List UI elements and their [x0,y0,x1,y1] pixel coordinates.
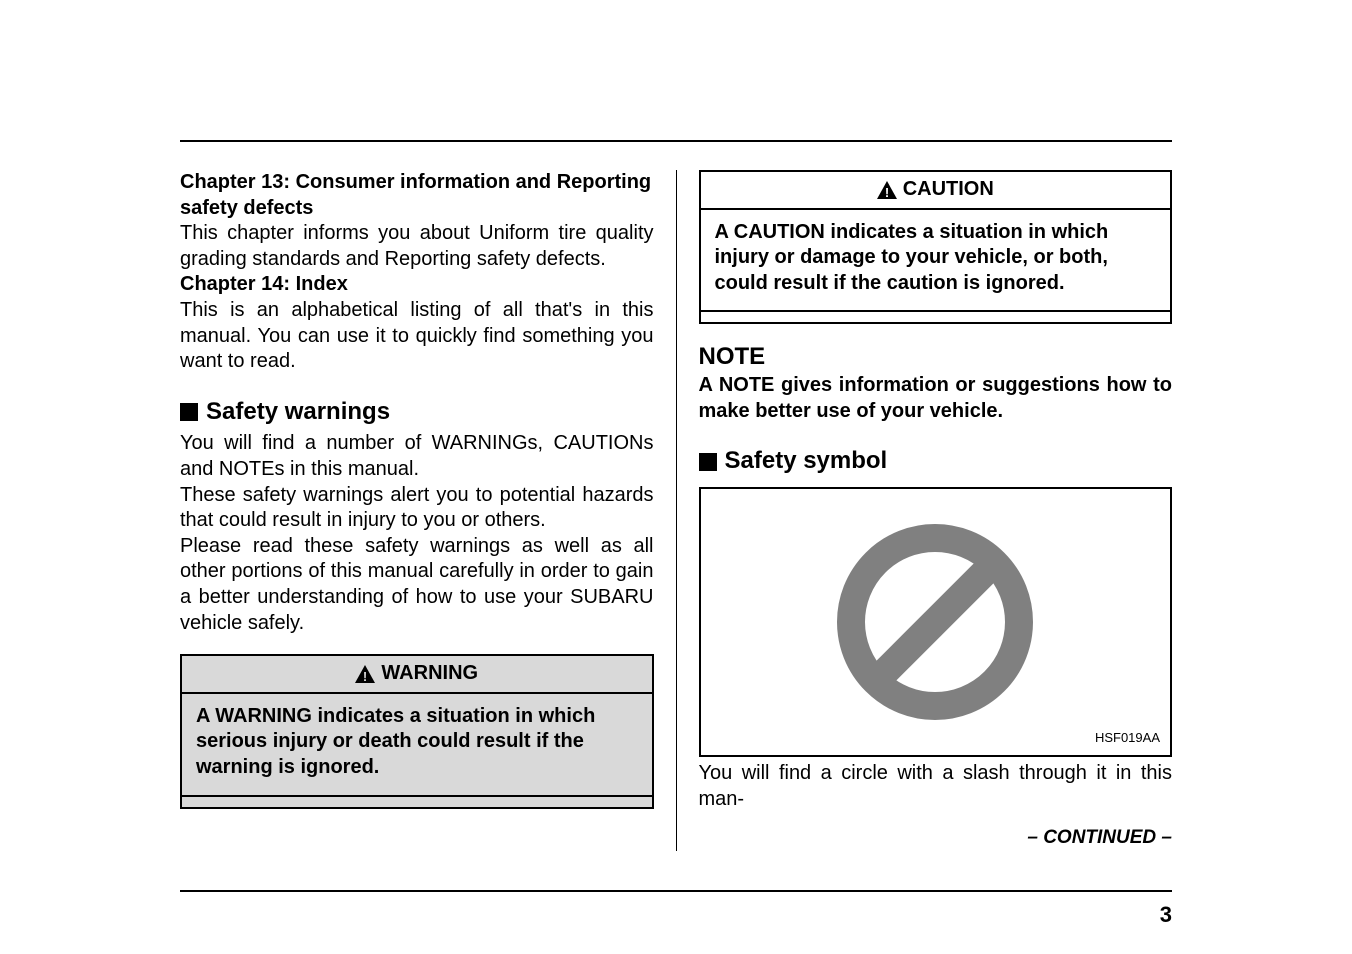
svg-text:!: ! [885,185,889,199]
warning-callout: ! WARNING A WARNING indicates a situatio… [180,654,654,808]
figure-label: HSF019AA [1095,730,1160,747]
chapter-13-heading: Chapter 13: Consumer information and Rep… [180,170,654,221]
svg-text:!: ! [363,669,367,683]
caution-body: A CAUTION indicates a situation in which… [699,210,1173,325]
warning-triangle-icon: ! [355,665,375,683]
continued-label: – CONTINUED – [699,826,1173,850]
chapter-14-heading: Chapter 14: Index [180,272,654,298]
note-heading: NOTE [699,342,1173,373]
warning-text: A WARNING indicates a situation in which… [196,705,595,778]
caution-header: ! CAUTION [699,170,1173,210]
caution-underline [699,310,1173,312]
safety-warnings-p2: These safety warnings alert you to poten… [180,483,654,534]
safety-symbol-heading: Safety symbol [699,446,1173,477]
right-column: ! CAUTION A CAUTION indicates a situatio… [677,170,1173,851]
bottom-rule [180,890,1172,892]
caution-callout: ! CAUTION A CAUTION indicates a situatio… [699,170,1173,324]
note-body: A NOTE gives information or suggestions … [699,373,1173,424]
safety-warnings-p3: Please read these safety warnings as wel… [180,534,654,636]
top-rule [180,140,1172,142]
chapter-13-body: This chapter informs you about Uniform t… [180,221,654,272]
safety-symbol-label: Safety symbol [725,446,888,477]
page-content: Chapter 13: Consumer information and Rep… [180,140,1172,884]
chapter-14-body: This is an alphabetical listing of all t… [180,298,654,375]
safety-warnings-heading: Safety warnings [180,397,654,428]
page-number: 3 [1160,902,1172,928]
warning-header: ! WARNING [180,654,654,694]
caution-label: CAUTION [903,177,994,203]
safety-symbol-figure: HSF019AA [699,487,1173,757]
caution-text: A CAUTION indicates a situation in which… [715,221,1109,294]
caution-triangle-icon: ! [877,181,897,199]
two-column-layout: Chapter 13: Consumer information and Rep… [180,170,1172,851]
square-bullet-icon [180,403,198,421]
square-bullet-icon [699,453,717,471]
prohibit-icon [835,522,1035,722]
left-column: Chapter 13: Consumer information and Rep… [180,170,677,851]
warning-label: WARNING [381,661,478,687]
safety-warnings-label: Safety warnings [206,397,390,428]
warning-underline [180,795,654,797]
after-figure-text: You will find a circle with a slash thro… [699,761,1173,812]
warning-body: A WARNING indicates a situation in which… [180,694,654,809]
safety-warnings-p1: You will find a number of WARNINGs, CAUT… [180,431,654,482]
